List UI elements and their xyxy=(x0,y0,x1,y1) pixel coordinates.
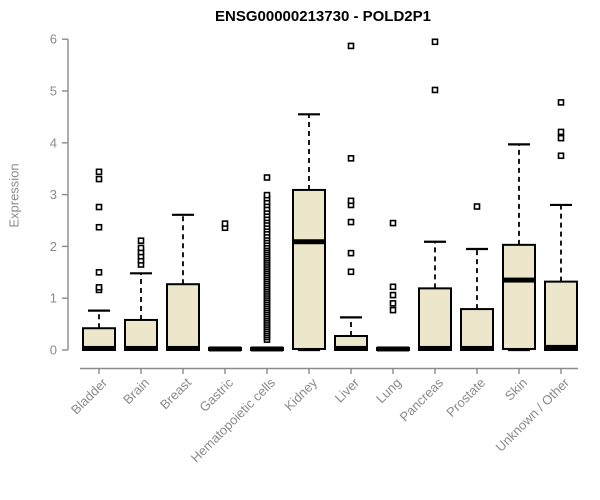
x-category-label: Bladder xyxy=(68,375,111,418)
outlier-point xyxy=(95,168,103,176)
outlier-point xyxy=(347,268,355,276)
box-skin xyxy=(502,243,536,350)
outlier-point xyxy=(95,223,103,231)
median-line xyxy=(83,345,115,351)
median-line xyxy=(545,344,577,350)
median-line xyxy=(125,345,157,351)
box-brain xyxy=(124,318,158,351)
outlier-point xyxy=(389,291,397,299)
box-unknown-other xyxy=(544,280,578,351)
outlier-point xyxy=(137,237,145,245)
outlier-point xyxy=(389,300,397,307)
y-tick-label: 4 xyxy=(50,135,57,150)
y-tick-label: 6 xyxy=(50,32,57,47)
outlier-point xyxy=(95,268,103,276)
x-category-label: Pancreas xyxy=(397,375,447,425)
median-line xyxy=(419,345,451,351)
x-category-label: Skin xyxy=(502,375,530,403)
y-tick-label: 2 xyxy=(50,239,57,254)
y-tick-label: 0 xyxy=(50,343,57,358)
x-category-label: Kidney xyxy=(281,375,320,414)
outlier-point xyxy=(221,220,229,227)
x-category-label: Breast xyxy=(157,375,194,412)
outlier-point xyxy=(95,284,103,291)
chart-title: ENSG00000213730 - POLD2P1 xyxy=(215,8,431,25)
y-tick-label: 1 xyxy=(50,291,57,306)
median-line xyxy=(293,239,325,245)
outlier-point xyxy=(473,203,481,210)
outlier-point xyxy=(389,306,397,314)
median-line xyxy=(335,345,367,351)
median-line xyxy=(461,345,493,351)
outlier-point xyxy=(263,191,271,199)
median-line xyxy=(377,346,409,352)
outlier-point xyxy=(557,99,565,106)
outlier-point xyxy=(557,152,565,160)
median-line xyxy=(209,346,241,352)
outlier-point xyxy=(557,128,565,136)
outlier-point xyxy=(95,203,103,211)
outlier-point xyxy=(347,249,355,257)
box-prostate xyxy=(460,308,494,352)
x-category-label: Brain xyxy=(120,375,152,407)
median-line xyxy=(251,346,283,352)
outlier-point xyxy=(389,283,397,291)
box-breast xyxy=(166,283,200,351)
median-line xyxy=(167,345,199,351)
outlier-point xyxy=(389,219,397,227)
outlier-point xyxy=(431,86,439,94)
x-category-label: Gastric xyxy=(196,375,236,415)
y-tick-label: 5 xyxy=(50,84,57,99)
outlier-point xyxy=(347,42,355,50)
x-category-label: Unknown / Other xyxy=(493,375,573,455)
x-category-label: Lung xyxy=(373,375,404,406)
outlier-point xyxy=(347,218,355,226)
x-category-label: Prostate xyxy=(443,375,488,420)
box-kidney xyxy=(292,188,326,350)
outlier-point xyxy=(347,197,355,205)
outlier-point xyxy=(263,174,271,181)
x-category-label: Liver xyxy=(332,375,363,406)
outlier-point xyxy=(431,38,439,46)
outlier-point xyxy=(137,244,145,252)
outlier-point xyxy=(95,175,103,183)
outlier-point xyxy=(347,155,355,162)
y-tick-label: 3 xyxy=(50,187,57,202)
outlier-point xyxy=(557,134,565,142)
box-pancreas xyxy=(418,287,452,351)
median-line xyxy=(503,277,535,283)
y-axis-title: Expression xyxy=(6,163,22,228)
